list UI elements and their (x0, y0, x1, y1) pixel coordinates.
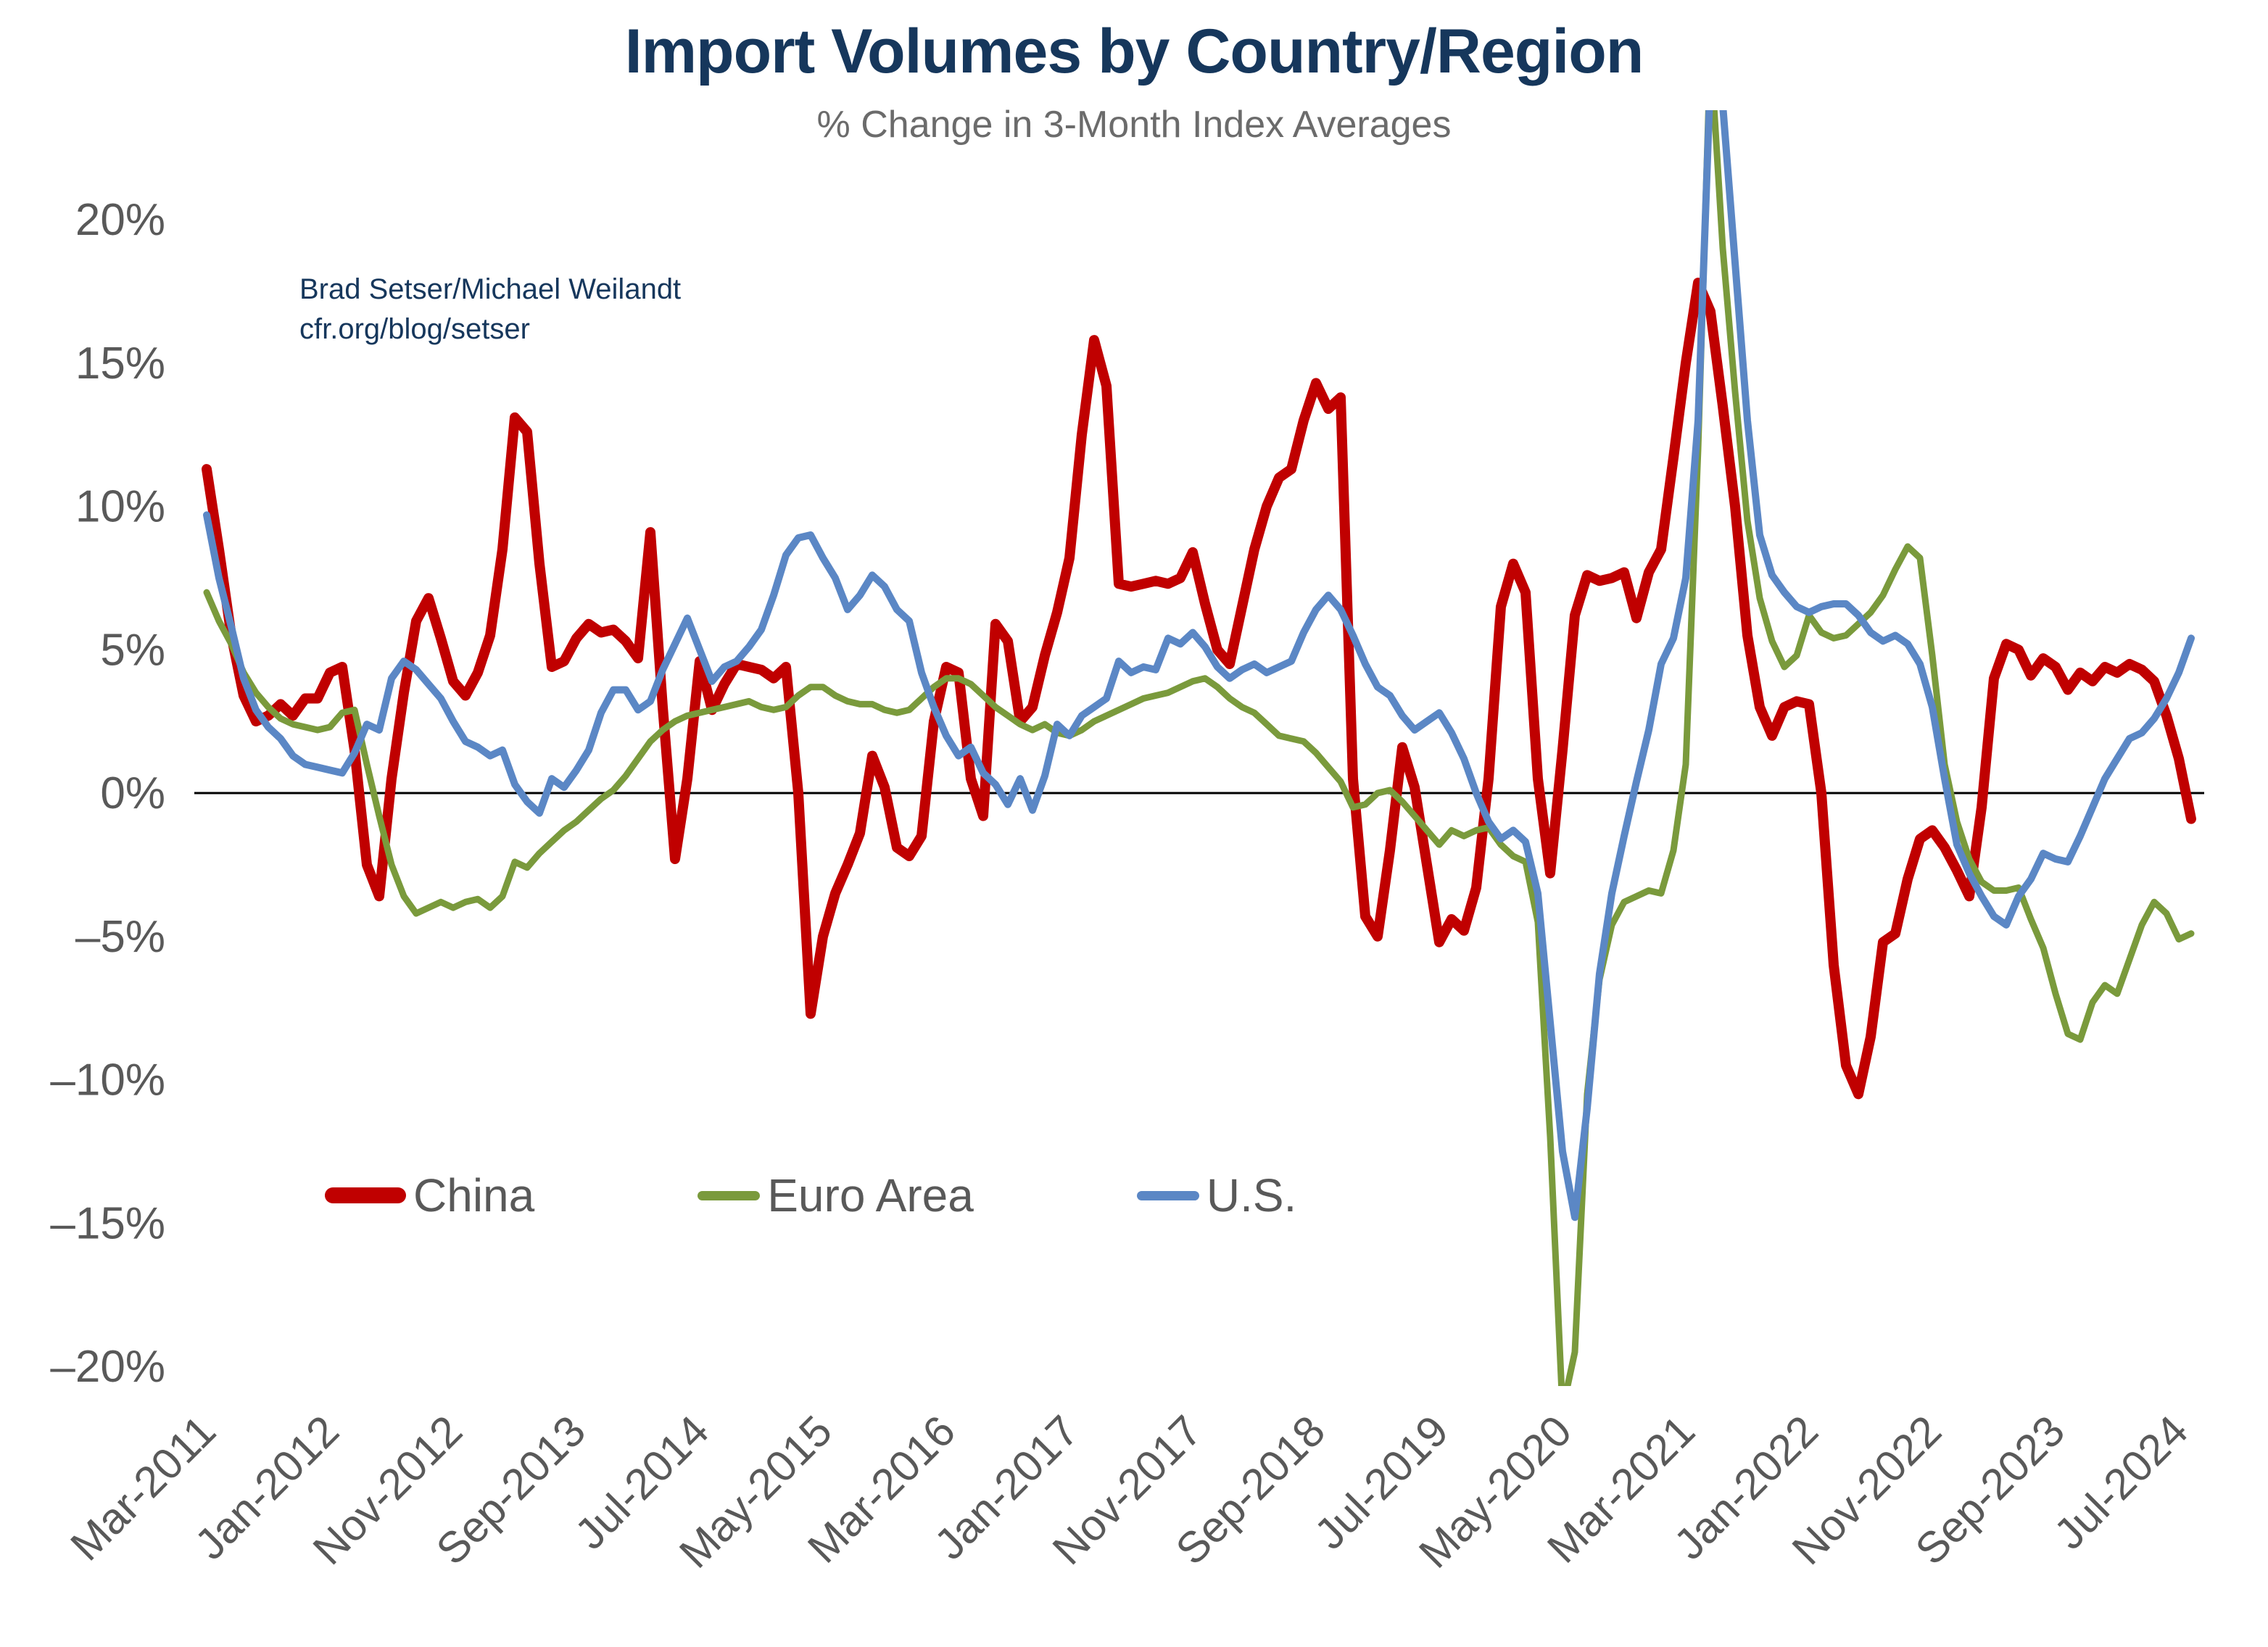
us-line-swatch (1136, 1190, 1199, 1200)
y-tick-label: –15% (50, 1198, 165, 1248)
chart-legend: China Euro Area U.S. (325, 1169, 1296, 1222)
annotation-url: cfr.org/blog/setser (299, 313, 530, 346)
source-annotation: Brad Setser/Michael Weilandt cfr.org/blo… (299, 270, 681, 349)
china-line-swatch (325, 1187, 406, 1203)
y-tick-label: –20% (50, 1342, 165, 1392)
y-tick-label: 15% (75, 339, 165, 389)
legend-item-china: China (325, 1169, 534, 1222)
annotation-author: Brad Setser/Michael Weilandt (299, 273, 682, 305)
y-tick-label: –5% (75, 912, 165, 962)
page-subtitle: % Change in 3-Month Index Averages (816, 104, 1452, 146)
y-tick-label: 5% (100, 625, 165, 675)
legend-item-euro-area: Euro Area (698, 1169, 974, 1222)
series-line-u-s (203, 110, 2195, 1221)
legend-item-us: U.S. (1136, 1169, 1297, 1222)
x-axis-labels: Mar-2011Jan-2012Nov-2012Sep-2013Jul-2014… (61, 1406, 2197, 1577)
series-line-china (202, 278, 2196, 1100)
page-title: Import Volumes by Country/Region (624, 17, 1644, 86)
y-axis-labels: 20% 15% 10% 5% 0% –5% –10% –15% –20% (50, 195, 165, 1392)
legend-label-euro-area: Euro Area (767, 1169, 974, 1221)
x-tick-label: Jul-2024 (2045, 1406, 2197, 1559)
y-tick-label: –10% (50, 1055, 165, 1105)
y-tick-label: 10% (75, 482, 165, 532)
y-tick-label: 0% (100, 768, 165, 818)
euro-area-line-swatch (698, 1190, 761, 1200)
y-tick-label: 20% (75, 195, 165, 245)
legend-label-us: U.S. (1206, 1169, 1297, 1221)
legend-label-china: China (413, 1169, 535, 1221)
